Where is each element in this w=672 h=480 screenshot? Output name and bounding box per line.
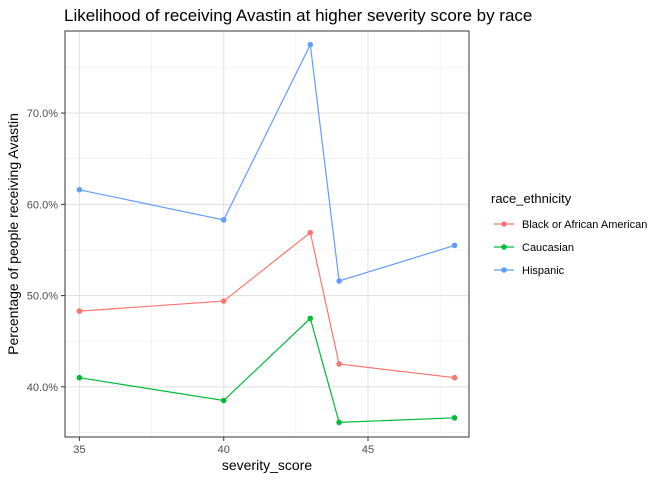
legend-label-black-or-african-american: Black or African American	[522, 219, 647, 231]
legend-key-point-black-or-african-american	[501, 221, 507, 227]
y-tick-label: 70.0%	[27, 108, 58, 120]
y-tick-label: 60.0%	[27, 199, 58, 211]
data-point-black-or-african-american	[76, 308, 83, 314]
y-tick-label: 40.0%	[27, 382, 58, 394]
legend-label-hispanic: Hispanic	[522, 265, 565, 277]
data-point-caucasian	[451, 415, 458, 421]
data-point-hispanic	[307, 41, 314, 48]
axis-ticks: 35 40 45 40.0% 50.0% 60.0% 70.0%	[27, 108, 374, 456]
legend-key-point-hispanic	[501, 267, 507, 273]
data-point-black-or-african-american	[336, 361, 342, 367]
grid-lines	[65, 31, 469, 437]
legend: race_ethnicity Black or African American…	[491, 191, 647, 277]
x-tick-label: 45	[362, 444, 374, 456]
chart-title: Likelihood of receiving Avastin at highe…	[64, 6, 532, 25]
data-point-caucasian	[336, 419, 342, 426]
data-point-hispanic	[336, 278, 342, 284]
x-tick-label: 40	[218, 444, 230, 456]
data-point-caucasian	[307, 315, 314, 322]
y-tick-label: 50.0%	[27, 291, 58, 303]
data-point-black-or-african-american	[220, 298, 227, 304]
y-axis-title: Percentage of people receiving Avastin	[5, 113, 21, 355]
x-axis-title: severity_score	[222, 457, 312, 473]
legend-key-point-caucasian	[501, 244, 507, 250]
data-point-caucasian	[220, 397, 227, 404]
legend-label-caucasian: Caucasian	[522, 242, 574, 254]
legend-title: race_ethnicity	[491, 191, 572, 206]
data-point-caucasian	[76, 374, 83, 381]
data-point-black-or-african-american	[307, 229, 314, 236]
data-point-black-or-african-american	[451, 374, 458, 381]
x-tick-label: 35	[73, 444, 85, 456]
plot-border	[64, 30, 470, 438]
plot-area	[64, 30, 470, 438]
plot-panel	[65, 31, 469, 437]
data-point-hispanic	[220, 217, 227, 223]
data-point-hispanic	[451, 242, 458, 249]
data-point-hispanic	[76, 186, 83, 193]
series-layer	[76, 41, 458, 426]
